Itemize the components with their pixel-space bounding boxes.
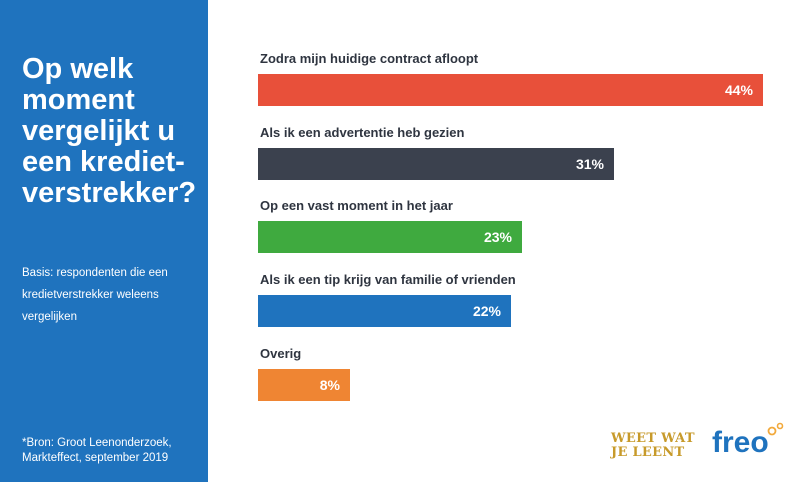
question-title: Op welk moment vergelijkt u een krediet-… — [22, 53, 197, 209]
slogan-line-1: WEET WAT — [611, 431, 695, 446]
bar-value-label: 44% — [724, 82, 753, 98]
slogan-line-2: JE LEENT — [611, 445, 685, 460]
bubbles-icon — [767, 422, 784, 436]
bar: 31% — [258, 148, 614, 180]
bar-category-label: Overig — [260, 346, 302, 361]
bar-category-label: Als ik een tip krijg van familie of vrie… — [260, 272, 516, 287]
bar-value-label: 22% — [472, 303, 501, 319]
bar-category-label: Op een vast moment in het jaar — [260, 198, 453, 213]
bar-value-label: 23% — [483, 229, 512, 245]
source-line-2: Markteffect, september 2019 — [22, 452, 169, 464]
logo: WEET WAT JE LEENT freo — [611, 422, 786, 464]
bar-value-label: 31% — [575, 156, 604, 172]
slogan-logo: WEET WAT JE LEENT — [611, 432, 711, 460]
basis-note: Basis: respondenten die een kredietverst… — [22, 267, 168, 323]
bar-category-label: Zodra mijn huidige contract afloopt — [260, 51, 479, 66]
source-line-1: *Bron: Groot Leenonderzoek, — [22, 437, 172, 449]
bar-category-label: Als ik een advertentie heb gezien — [260, 125, 465, 140]
brand-logo: freo — [712, 426, 769, 459]
bar-chart: Zodra mijn huidige contract afloopt 44% Al… — [258, 0, 788, 420]
side-panel: Op welk moment vergelijkt u een krediet-… — [0, 0, 208, 482]
bar: 22% — [258, 295, 511, 327]
source-note: *Bron: Groot Leenonderzoek, Markteffect,… — [22, 436, 202, 466]
bar-value-label: 8% — [319, 377, 340, 393]
bar: 23% — [258, 221, 522, 253]
bar: 44% — [258, 74, 763, 106]
bar: 8% — [258, 369, 350, 401]
